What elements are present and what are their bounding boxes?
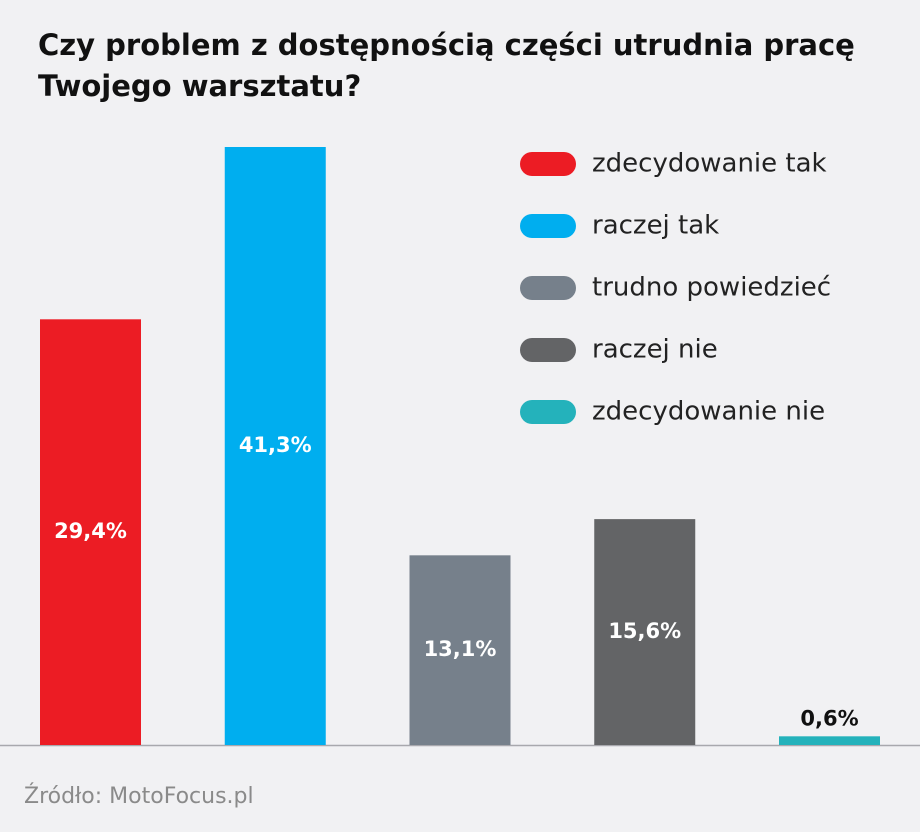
value-label: 15,6% — [608, 619, 681, 643]
legend-swatch — [520, 152, 576, 176]
value-label: 13,1% — [424, 637, 497, 661]
bar — [224, 147, 326, 745]
legend-label: raczej tak — [592, 211, 719, 241]
value-label: 29,4% — [54, 519, 127, 543]
source: Źródło: MotoFocus.pl — [24, 783, 254, 809]
chart-title: Czy problem z dostępnością części utrudn… — [38, 28, 855, 62]
value-label: 0,6% — [800, 706, 858, 730]
legend-label: zdecydowanie tak — [592, 149, 827, 179]
bar — [594, 519, 696, 745]
bar — [40, 319, 141, 745]
legend-label: trudno powiedzieć — [592, 273, 831, 303]
bar — [779, 736, 880, 745]
bar — [409, 555, 511, 745]
legend-swatch — [520, 338, 576, 362]
legend-swatch — [520, 276, 576, 300]
legend-swatch — [520, 400, 576, 424]
legend-swatch — [520, 214, 576, 238]
chart-title: Twojego warsztatu? — [38, 69, 361, 103]
legend-label: raczej nie — [592, 335, 718, 365]
value-label: 41,3% — [239, 433, 312, 457]
legend-label: zdecydowanie nie — [592, 397, 825, 427]
